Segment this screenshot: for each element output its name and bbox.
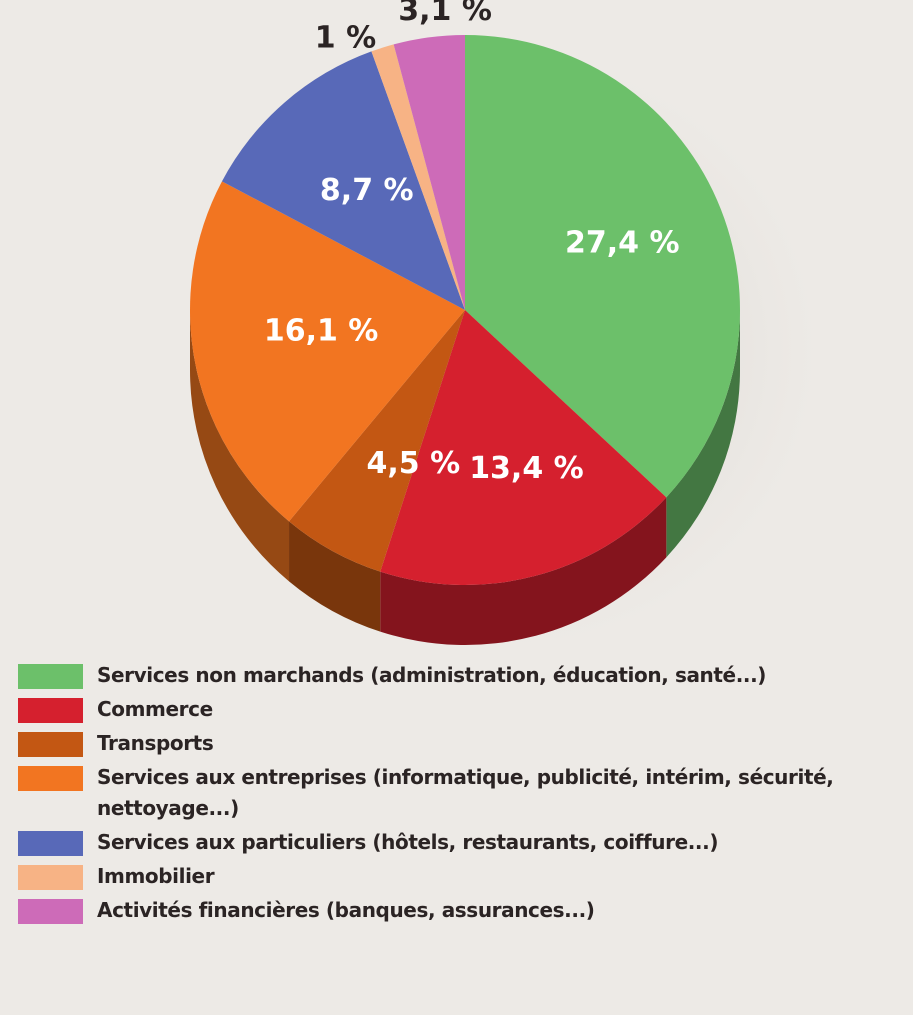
- legend-item-commerce: Commerce: [18, 694, 908, 725]
- legend-label: Services aux entreprises (informatique, …: [97, 765, 834, 820]
- legend-swatch: [18, 732, 83, 757]
- legend-item-services-non-marchands: Services non marchands (administration, …: [18, 660, 908, 691]
- legend-item-transports: Transports: [18, 728, 908, 759]
- legend-item-immobilier: Immobilier: [18, 861, 908, 892]
- value-label-activites-financieres: 3,1 %: [398, 0, 492, 28]
- pie-value-labels: 27,4 % 13,4 %4,5 % 16,1 % 8,7 % 1 % 3,1 %: [264, 0, 680, 486]
- legend-swatch: [18, 766, 83, 791]
- pie-sides: [189, 310, 740, 646]
- legend-label: Activités financières (banques, assuranc…: [97, 898, 595, 922]
- pie-slices: [189, 35, 740, 585]
- legend-swatch: [18, 899, 83, 924]
- legend-label: Services non marchands (administration, …: [97, 663, 767, 687]
- legend: Services non marchands (administration, …: [18, 660, 908, 929]
- value-label-commerce: 13,4 %: [469, 451, 584, 486]
- value-label-services-aux-particuliers: 8,7 %: [320, 173, 414, 208]
- value-label-immobilier: 1 %: [315, 21, 376, 56]
- legend-swatch: [18, 865, 83, 890]
- slice-immobilier: [371, 44, 465, 311]
- value-label-services-aux-entreprises: 16,1 %: [264, 313, 379, 348]
- value-label-transports: 4,5 %: [367, 446, 461, 481]
- slice-transports: [289, 310, 465, 572]
- slice-services-non-marchands: [465, 35, 740, 498]
- legend-label: Commerce: [97, 697, 213, 721]
- slice-services-aux-particuliers: [221, 51, 465, 311]
- legend-label: Transports: [97, 731, 214, 755]
- legend-swatch: [18, 831, 83, 856]
- slice-services-aux-entreprises: [189, 181, 465, 522]
- legend-label: Immobilier: [97, 864, 215, 888]
- side-services-non-marchands: [666, 310, 740, 558]
- side-commerce: [380, 497, 667, 646]
- side-services-aux-entreprises: [189, 310, 290, 582]
- legend-item-activites-financieres: Activités financières (banques, assuranc…: [18, 895, 908, 926]
- slice-activites-financieres: [393, 35, 465, 310]
- legend-item-services-aux-particuliers: Services aux particuliers (hôtels, resta…: [18, 827, 908, 858]
- legend-label: Services aux particuliers (hôtels, resta…: [97, 830, 719, 854]
- slice-commerce: [380, 310, 667, 585]
- legend-swatch: [18, 698, 83, 723]
- side-transports: [289, 521, 381, 632]
- legend-item-services-aux-entreprises: Services aux entreprises (informatique, …: [18, 762, 908, 824]
- legend-swatch: [18, 664, 83, 689]
- value-label-services-non-marchands: 27,4 %: [565, 226, 680, 261]
